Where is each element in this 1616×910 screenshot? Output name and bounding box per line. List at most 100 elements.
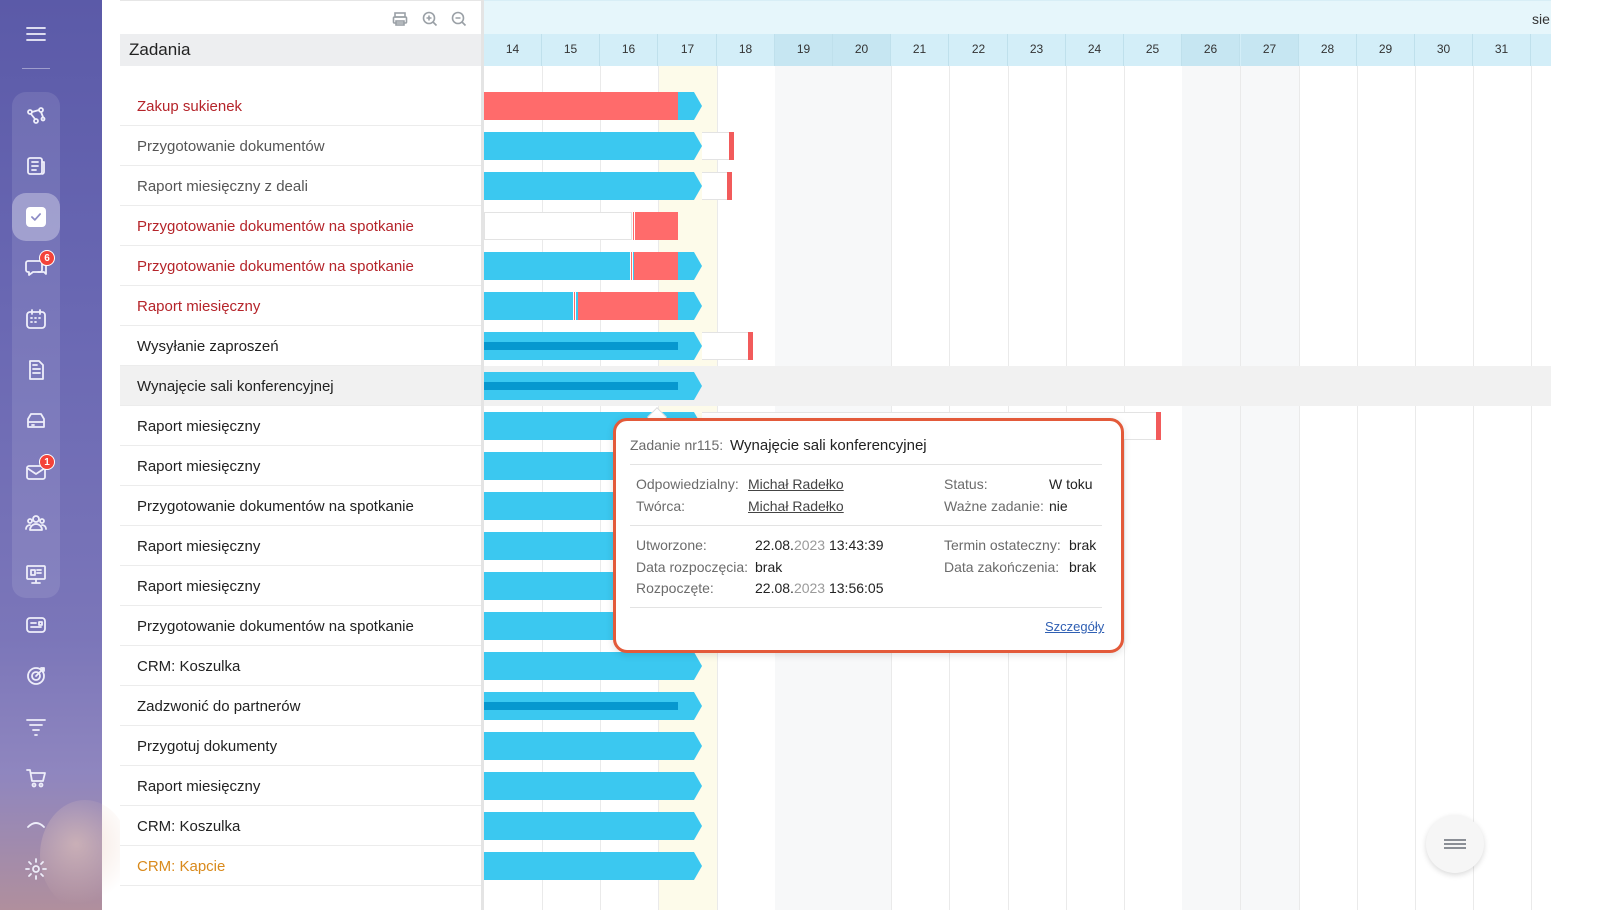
day-header: 29 [1357, 34, 1415, 66]
rail-item-funnel[interactable] [12, 703, 60, 751]
task-title[interactable]: CRM: Koszulka [137, 658, 241, 675]
rail-pinned-group [12, 92, 60, 598]
task-row[interactable]: CRM: Koszulka [120, 806, 482, 846]
rail-item-employees[interactable] [12, 499, 60, 547]
rail-item-workflows[interactable] [12, 92, 60, 140]
cart-icon [26, 769, 46, 788]
created-time: 13:43:39 [825, 537, 884, 553]
task-row[interactable]: Raport miesięczny [120, 446, 482, 486]
task-row[interactable]: Przygotowanie dokumentów na spotkanie [120, 206, 482, 246]
task-row[interactable]: CRM: Kapcie [120, 846, 482, 886]
task-row[interactable]: Raport miesięczny [120, 406, 482, 446]
end-date-value: brak [1069, 559, 1097, 575]
chevron-up-icon [27, 822, 45, 828]
overdue-segment [634, 252, 678, 280]
task-title[interactable]: Przygotowanie dokumentów na spotkanie [137, 618, 414, 635]
task-row[interactable]: Zadzwonić do partnerów [120, 686, 482, 726]
responsible-link[interactable]: Michał Radełko [748, 476, 844, 492]
task-row[interactable]: Przygotowanie dokumentów na spotkanie [120, 486, 482, 526]
task-title[interactable]: Wynajęcie sali konferencyjnej [137, 378, 334, 395]
rail-item-tasks[interactable] [12, 193, 60, 241]
task-title[interactable]: Raport miesięczny [137, 418, 261, 435]
task-title[interactable]: Przygotowanie dokumentów na spotkanie [137, 498, 414, 515]
task-row[interactable]: Raport miesięczny z deali [120, 166, 482, 206]
task-title[interactable]: Zakup sukienek [137, 98, 243, 115]
task-row[interactable]: Raport miesięczny [120, 566, 482, 606]
task-title[interactable]: Przygotowanie dokumentów na spotkanie [137, 218, 414, 235]
timeline-month-label: sie [1532, 11, 1550, 27]
rail-collapse-button[interactable] [12, 800, 60, 848]
task-bar[interactable] [484, 652, 702, 680]
rail-item-feed[interactable] [12, 142, 60, 190]
task-bar[interactable] [484, 132, 702, 160]
zoom-in-icon[interactable] [422, 11, 438, 27]
task-title[interactable]: Zadzwonić do partnerów [137, 698, 301, 715]
rail-item-chat[interactable]: 6 [12, 244, 60, 292]
rail-item-documents[interactable] [12, 346, 60, 394]
zoom-out-icon[interactable] [451, 11, 467, 27]
rail-item-drive[interactable] [12, 397, 60, 445]
task-title[interactable]: Przygotuj dokumenty [137, 738, 278, 755]
rail-item-presentations[interactable] [12, 550, 60, 598]
funnel-icon [26, 719, 46, 736]
task-row[interactable]: Zakup sukienek [120, 86, 482, 126]
chat-badge: 6 [39, 250, 55, 266]
end-date-label: Data zakończenia: [944, 559, 1060, 575]
task-title[interactable]: Raport miesięczny [137, 538, 261, 555]
details-link[interactable]: Szczegóły [1045, 619, 1105, 634]
deadline-marker [1156, 412, 1161, 440]
grid-line [1473, 66, 1474, 910]
rail-item-crm[interactable] [12, 601, 60, 649]
task-row[interactable]: Wynajęcie sali konferencyjnej [120, 366, 482, 406]
task-row[interactable]: Wysyłanie zaproszeń [120, 326, 482, 366]
menu-toggle-button[interactable] [12, 10, 60, 58]
task-row[interactable]: Przygotuj dokumenty [120, 726, 482, 766]
task-bar[interactable] [484, 732, 702, 760]
task-title[interactable]: Raport miesięczny [137, 458, 261, 475]
rail-item-settings[interactable] [12, 845, 60, 893]
start-date-label: Data rozpoczęcia: [636, 559, 749, 575]
deadline-marker [727, 172, 732, 200]
overdue-segment [578, 292, 678, 320]
tasks-column-header: Zadania [120, 34, 482, 66]
day-header: 21 [891, 34, 949, 66]
task-bar[interactable] [484, 852, 702, 880]
day-header: 23 [1008, 34, 1066, 66]
task-row[interactable]: Przygotowanie dokumentów na spotkanie [120, 606, 482, 646]
task-details-popup: Zadanie nr115: Wynajęcie sali konferency… [613, 418, 1124, 653]
rail-item-calendar[interactable] [12, 295, 60, 343]
task-row[interactable]: Przygotowanie dokumentów na spotkanie [120, 246, 482, 286]
task-title[interactable]: Raport miesięczny [137, 778, 261, 795]
day-header: 17 [659, 34, 717, 66]
task-title[interactable]: Raport miesięczny [137, 298, 261, 315]
task-row[interactable]: Raport miesięczny [120, 526, 482, 566]
task-title[interactable]: CRM: Kapcie [137, 858, 226, 875]
created-date: 22.08. [755, 537, 794, 553]
rail-item-mail[interactable]: 1 [12, 448, 60, 496]
task-title[interactable]: Wysyłanie zaproszeń [137, 338, 279, 355]
grid-line [1415, 66, 1416, 910]
rail-item-shop[interactable] [12, 754, 60, 802]
task-title[interactable]: Raport miesięczny z deali [137, 178, 308, 195]
bar-arrow [694, 772, 702, 800]
timeline-month-row: sie [484, 0, 1551, 34]
task-title[interactable]: Przygotowanie dokumentów na spotkanie [137, 258, 414, 275]
panel-resizer[interactable] [481, 0, 484, 910]
task-bar[interactable] [484, 812, 702, 840]
task-title[interactable]: Raport miesięczny [137, 578, 261, 595]
task-row[interactable]: Raport miesięczny [120, 766, 482, 806]
creator-link[interactable]: Michał Radełko [748, 498, 844, 514]
task-row[interactable]: Raport miesięczny [120, 286, 482, 326]
task-bar[interactable] [484, 772, 702, 800]
print-icon[interactable] [392, 11, 408, 27]
task-title[interactable]: Przygotowanie dokumentów [137, 138, 325, 155]
rail-item-goals[interactable] [12, 652, 60, 700]
task-title[interactable]: CRM: Koszulka [137, 818, 241, 835]
task-row[interactable]: CRM: Koszulka [120, 646, 482, 686]
started-time: 13:56:05 [825, 580, 884, 596]
floating-menu-button[interactable] [1426, 815, 1484, 873]
task-row[interactable]: Przygotowanie dokumentów [120, 126, 482, 166]
mail-icon [26, 465, 46, 480]
split-marker [573, 292, 576, 320]
task-bar[interactable] [484, 172, 702, 200]
